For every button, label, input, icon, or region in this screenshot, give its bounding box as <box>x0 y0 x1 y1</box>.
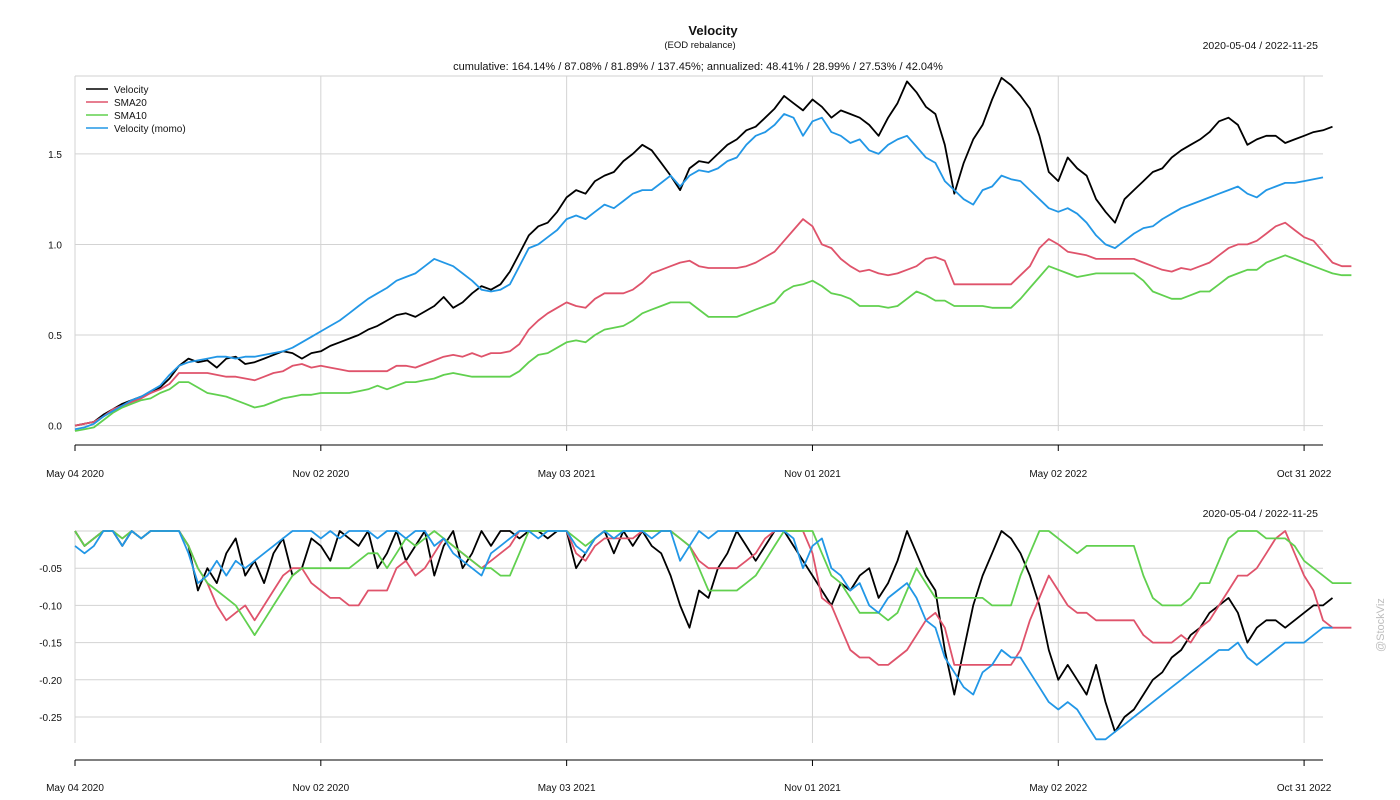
top-x-tick-label: Nov 01 2021 <box>784 469 841 480</box>
bottom-series-sma10 <box>74 530 1352 636</box>
bottom-y-tick-label: -0.10 <box>39 601 62 612</box>
drawdown-panel: -0.05 -0.10 -0.15 -0.20 -0.25 May 04 2020 Nov … <box>39 530 1352 794</box>
top-x-tick-label: May 04 2020 <box>46 469 104 480</box>
watermark: @StockViz <box>1375 598 1387 652</box>
legend-label: SMA10 <box>114 111 147 122</box>
bottom-y-tick-label: -0.15 <box>39 639 62 650</box>
cumulative-returns-panel: 0.0 0.5 1.0 1.5 May 04 2020 Nov 02 2020 May 03… <box>46 75 1352 480</box>
legend: Velocity SMA20 SMA10 Velocity (momo) <box>86 85 186 135</box>
top-x-tick-label: May 03 2021 <box>538 469 596 480</box>
main-subtitle: (EOD rebalance) <box>664 40 735 51</box>
bottom-x-tick-label: May 02 2022 <box>1029 783 1087 794</box>
bottom-x-tick-label: Oct 31 2022 <box>1277 783 1332 794</box>
bottom-series-velocity-momo <box>74 530 1333 741</box>
bottom-y-tick-label: -0.20 <box>39 676 62 687</box>
main-title: Velocity <box>688 23 738 38</box>
main-summary: cumulative: 164.14% / 87.08% / 81.89% / … <box>453 61 943 73</box>
bottom-series-sma20 <box>74 530 1352 666</box>
bottom-series-velocity <box>74 530 1334 733</box>
top-y-tick-label: 0.5 <box>48 331 62 342</box>
bottom-x-tick-label: Nov 02 2020 <box>292 783 349 794</box>
top-series-sma20 <box>74 218 1352 427</box>
bottom-x-tick-label: May 03 2021 <box>538 783 596 794</box>
top-x-tick-label: Oct 31 2022 <box>1277 469 1332 480</box>
top-series-velocity-momo <box>74 113 1324 431</box>
main-date-range: 2020-05-04 / 2022-11-25 <box>1203 40 1319 52</box>
legend-label: Velocity (momo) <box>114 124 186 135</box>
legend-label: SMA20 <box>114 98 147 109</box>
bottom-x-tick-label: May 04 2020 <box>46 783 104 794</box>
top-y-tick-label: 0.0 <box>48 422 62 433</box>
drawdown-date-range: 2020-05-04 / 2022-11-25 <box>1203 508 1319 520</box>
top-series-sma10 <box>74 254 1352 432</box>
bottom-y-tick-label: -0.05 <box>39 564 62 575</box>
bottom-x-tick-label: Nov 01 2021 <box>784 783 841 794</box>
top-x-tick-label: Nov 02 2020 <box>292 469 349 480</box>
legend-label: Velocity <box>114 85 148 96</box>
top-x-tick-label: May 02 2022 <box>1029 469 1087 480</box>
top-y-tick-label: 1.0 <box>48 240 62 251</box>
top-y-tick-label: 1.5 <box>48 150 62 161</box>
bottom-y-tick-label: -0.25 <box>39 713 62 724</box>
